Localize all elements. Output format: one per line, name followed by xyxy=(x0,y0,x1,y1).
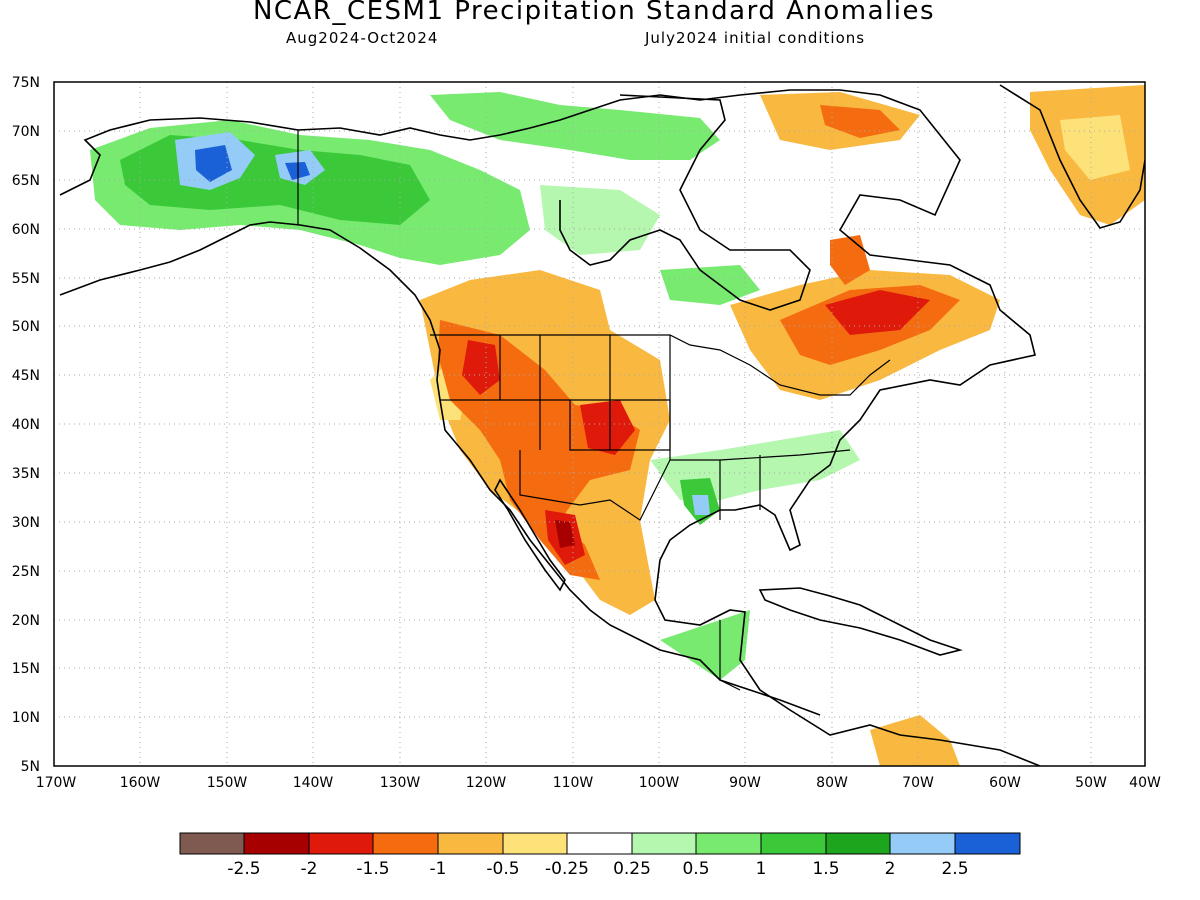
dry-region-quebec-core xyxy=(825,290,930,335)
lat-label: 35N xyxy=(12,466,40,482)
lon-label: 170W xyxy=(36,775,77,791)
lon-label: 80W xyxy=(816,775,848,791)
lat-label: 40N xyxy=(12,417,40,433)
lat-label: 50N xyxy=(12,319,40,335)
colorbar-swatch xyxy=(695,832,762,855)
colorbar-label: 0.5 xyxy=(682,859,709,879)
colorbar-label: -1.5 xyxy=(356,859,389,879)
colorbar-label: -2 xyxy=(301,859,318,879)
lon-label: 70W xyxy=(902,775,934,791)
lon-label: 120W xyxy=(466,775,507,791)
colorbar-label: 2.5 xyxy=(941,859,968,879)
dry-region-greenland-light xyxy=(1060,115,1130,180)
lon-label: 50W xyxy=(1075,775,1107,791)
map-panel xyxy=(53,81,1146,767)
colorbar-swatch xyxy=(954,832,1021,855)
lat-label: 55N xyxy=(12,271,40,287)
lat-label: 15N xyxy=(12,661,40,677)
lat-label: 70N xyxy=(12,124,40,140)
dry-region-mexico-darkest xyxy=(555,520,575,548)
colorbar-swatch xyxy=(372,832,439,855)
colorbar-label: 1 xyxy=(756,859,767,879)
lon-label: 40W xyxy=(1129,775,1161,791)
lon-label: 150W xyxy=(207,775,248,791)
colorbar-labels: -2.5 -2 -1.5 -1 -0.5 -0.25 0.25 0.5 1 1.… xyxy=(227,859,968,879)
wet-region-hudson xyxy=(540,185,660,255)
colorbar-swatch xyxy=(566,832,633,855)
longitude-axis: 170W 160W 150W 140W 130W 120W 110W 100W … xyxy=(36,775,1161,791)
colorbar-swatches xyxy=(179,832,1021,855)
colorbar-swatch xyxy=(502,832,568,855)
lon-label: 90W xyxy=(729,775,761,791)
anomaly-field xyxy=(90,85,1145,766)
dry-region-south-america xyxy=(870,715,960,766)
lat-label: 20N xyxy=(12,613,40,629)
forecast-period: Aug2024-Oct2024 xyxy=(286,29,439,47)
lon-label: 110W xyxy=(553,775,594,791)
lat-label: 5N xyxy=(21,759,40,775)
colorbar-swatch xyxy=(631,832,697,855)
colorbar-swatch xyxy=(243,832,310,855)
lat-label: 25N xyxy=(12,564,40,580)
colorbar-label: 1.5 xyxy=(812,859,839,879)
lon-label: 130W xyxy=(380,775,421,791)
colorbar: -2.5 -2 -1.5 -1 -0.5 -0.25 0.25 0.5 1 1.… xyxy=(179,832,1021,879)
colorbar-label: -2.5 xyxy=(227,859,260,879)
wet-region-ontario xyxy=(660,265,760,305)
latitude-axis: 75N 70N 65N 60N 55N 50N 45N 40N 35N 30N … xyxy=(12,75,40,775)
colorbar-swatch xyxy=(308,832,374,855)
map-title: NCAR_CESM1 Precipitation Standard Anomal… xyxy=(252,0,936,26)
lat-label: 10N xyxy=(12,710,40,726)
initial-conditions: July2024 initial conditions xyxy=(645,29,866,47)
wet-region-alaska-blue xyxy=(195,145,232,182)
colorbar-label: -0.25 xyxy=(545,859,589,879)
lon-label: 140W xyxy=(293,775,334,791)
lon-label: 60W xyxy=(989,775,1021,791)
wet-region-arctic-islands xyxy=(430,92,720,160)
colorbar-swatch xyxy=(179,832,245,855)
colorbar-label: -1 xyxy=(430,859,447,879)
lat-label: 45N xyxy=(12,368,40,384)
lat-label: 75N xyxy=(12,75,40,91)
lon-label: 100W xyxy=(639,775,680,791)
colorbar-swatch xyxy=(825,832,891,855)
dry-region-colorado-core xyxy=(580,400,635,455)
wet-region-louisiana-blue xyxy=(692,495,710,515)
dry-region-oregon-core xyxy=(462,340,500,395)
graticule xyxy=(54,82,1145,766)
colorbar-label: 2 xyxy=(885,859,896,879)
wet-region-central-america xyxy=(660,610,750,680)
lat-label: 65N xyxy=(12,173,40,189)
lon-label: 160W xyxy=(120,775,161,791)
colorbar-swatch xyxy=(760,832,827,855)
colorbar-label: 0.25 xyxy=(613,859,651,879)
map-frame xyxy=(53,81,1146,767)
colorbar-swatch xyxy=(437,832,504,855)
political-borders xyxy=(297,130,891,691)
lat-label: 60N xyxy=(12,222,40,238)
colorbar-label: -0.5 xyxy=(486,859,519,879)
lat-label: 30N xyxy=(12,515,40,531)
dry-region-baffin-strong xyxy=(820,105,900,138)
colorbar-swatch xyxy=(889,832,956,855)
